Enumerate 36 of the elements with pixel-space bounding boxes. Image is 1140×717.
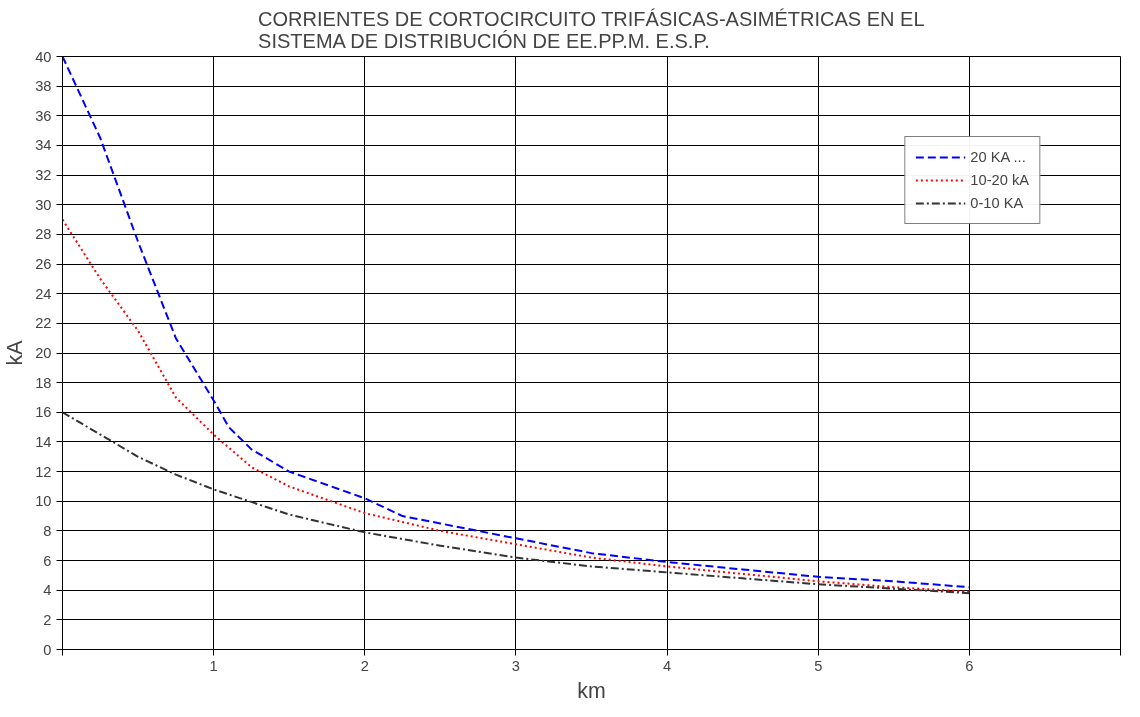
y-tick-label: 12	[35, 463, 52, 480]
y-tick-label: 24	[35, 285, 52, 302]
y-tick-label: 32	[35, 167, 52, 184]
legend-label: 0-10 KA	[970, 195, 1024, 211]
y-tick-label: 30	[35, 196, 52, 213]
y-tick-label: 18	[35, 374, 52, 391]
x-tick-label: 2	[360, 657, 369, 674]
y-tick-label: 38	[35, 78, 52, 95]
x-tick-label: 4	[663, 657, 672, 674]
y-tick-label: 22	[35, 315, 52, 332]
y-tick-label: 36	[35, 107, 52, 124]
y-tick-label: 6	[43, 552, 52, 569]
y-tick-label: 0	[43, 641, 52, 658]
legend-label: 10-20 kA	[970, 172, 1029, 188]
y-tick-label: 26	[35, 256, 52, 273]
y-tick-label: 28	[35, 226, 52, 243]
line-series	[62, 218, 971, 593]
line-series	[62, 56, 971, 589]
x-tick-label: 6	[965, 657, 974, 674]
x-axis-title: km	[577, 678, 606, 703]
y-tick-label: 34	[35, 137, 52, 154]
y-tick-label: 10	[35, 493, 52, 510]
y-tick-label: 40	[35, 48, 52, 65]
x-tick-label: 5	[814, 657, 823, 674]
y-tick-label: 2	[43, 611, 52, 628]
chart-title: CORRIENTES DE CORTOCIRCUITO TRIFÁSICAS-ASIMÉTRICAS EN EL SISTEMA DE DISTRIBUCIÓN DE EE.PP.M. E.S.P.	[258, 7, 925, 52]
x-tick-label: 3	[511, 657, 521, 674]
y-tick-label: 16	[35, 404, 52, 421]
y-axis-title: kA	[3, 339, 28, 366]
y-tick-label: 4	[43, 582, 52, 599]
line-series	[62, 411, 971, 595]
legend-label: 20 KA ...	[970, 149, 1026, 165]
y-tick-label: 8	[43, 522, 52, 539]
y-tick-label: 20	[35, 345, 52, 361]
x-tick-label: 1	[209, 657, 218, 674]
y-tick-label: 14	[35, 433, 52, 450]
